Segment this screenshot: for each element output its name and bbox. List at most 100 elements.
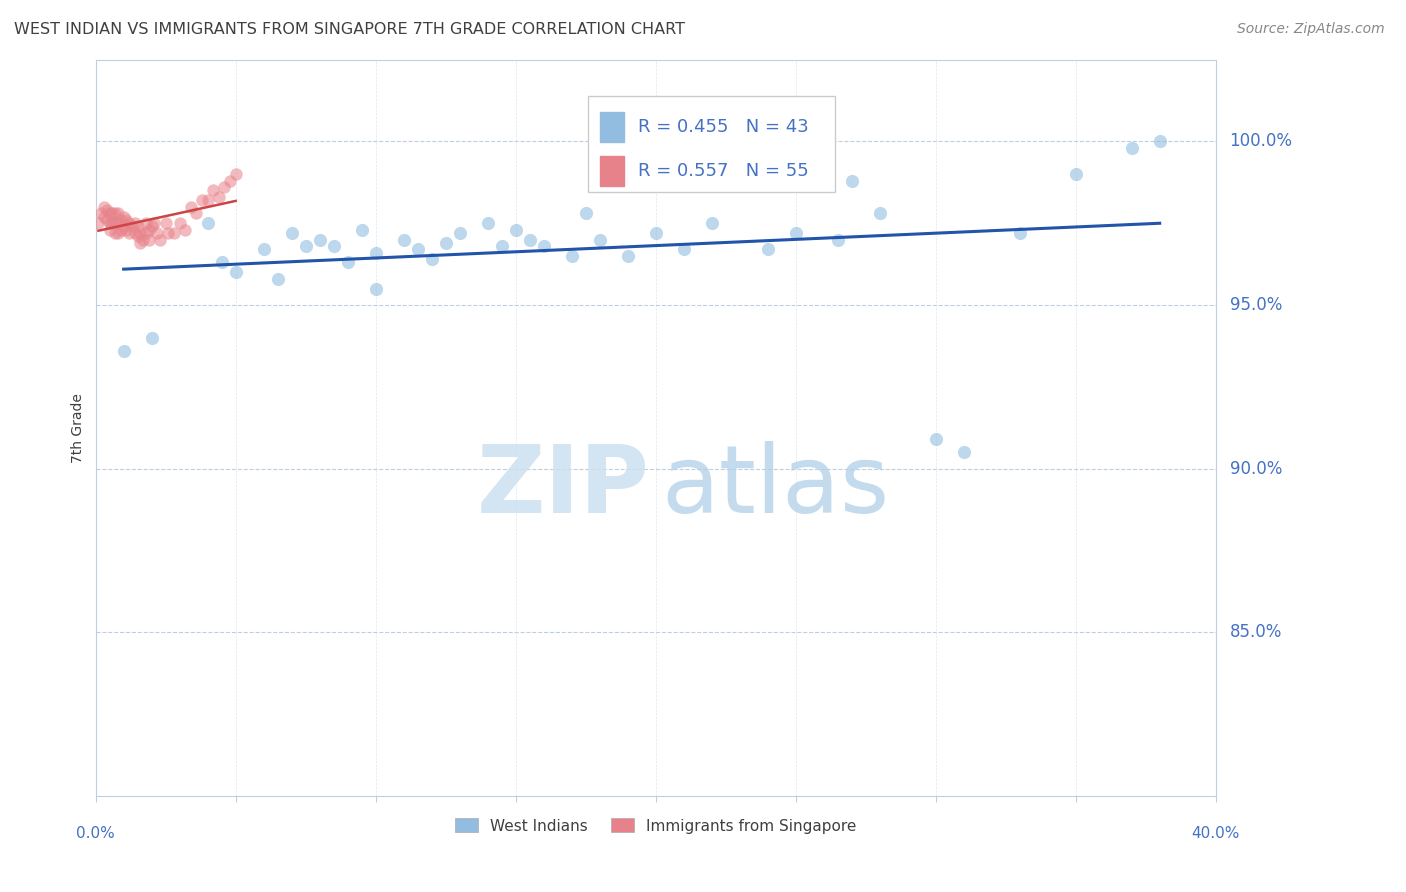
Point	[197, 194, 219, 208]
Point	[115, 223, 138, 237]
Point	[308, 233, 330, 247]
Point	[127, 219, 149, 234]
Point	[141, 331, 163, 345]
Point	[589, 233, 612, 247]
Point	[141, 219, 163, 234]
Point	[827, 233, 849, 247]
Point	[1064, 167, 1087, 181]
Point	[96, 203, 118, 218]
Point	[202, 184, 225, 198]
Point	[155, 216, 177, 230]
Point	[149, 233, 172, 247]
Text: WEST INDIAN VS IMMIGRANTS FROM SINGAPORE 7TH GRADE CORRELATION CHART: WEST INDIAN VS IMMIGRANTS FROM SINGAPORE…	[14, 22, 685, 37]
Point	[112, 343, 135, 358]
Text: 95.0%: 95.0%	[1230, 296, 1282, 314]
Point	[107, 206, 129, 220]
Point	[112, 210, 135, 224]
Point	[672, 243, 695, 257]
Point	[841, 174, 863, 188]
Point	[294, 239, 316, 253]
Legend: West Indians, Immigrants from Singapore: West Indians, Immigrants from Singapore	[449, 813, 862, 839]
Point	[575, 206, 598, 220]
Point	[138, 233, 160, 247]
Point	[132, 233, 155, 247]
Point	[392, 233, 415, 247]
Point	[644, 226, 666, 240]
Point	[87, 216, 110, 230]
Point	[127, 229, 149, 244]
Point	[115, 213, 138, 227]
Point	[101, 216, 124, 230]
Point	[112, 219, 135, 234]
Point	[364, 282, 387, 296]
Point	[110, 213, 132, 227]
Text: R = 0.557   N = 55: R = 0.557 N = 55	[638, 162, 808, 180]
Point	[225, 167, 247, 181]
Point	[280, 226, 302, 240]
Text: 100.0%: 100.0%	[1230, 132, 1292, 151]
Point	[477, 216, 499, 230]
Point	[169, 216, 191, 230]
Point	[700, 216, 723, 230]
Point	[561, 249, 583, 263]
Point	[756, 243, 779, 257]
Point	[174, 223, 197, 237]
Text: 85.0%: 85.0%	[1230, 624, 1282, 641]
Point	[869, 206, 891, 220]
Point	[533, 239, 555, 253]
Point	[129, 235, 152, 250]
Point	[107, 226, 129, 240]
Point	[924, 432, 946, 446]
Y-axis label: 7th Grade: 7th Grade	[72, 392, 86, 463]
Point	[98, 223, 121, 237]
Point	[266, 272, 288, 286]
Point	[952, 445, 974, 459]
Text: atlas: atlas	[661, 441, 890, 533]
Point	[364, 245, 387, 260]
Point	[98, 206, 121, 220]
Point	[449, 226, 471, 240]
Point	[350, 223, 373, 237]
Point	[143, 216, 166, 230]
Point	[135, 216, 157, 230]
FancyBboxPatch shape	[589, 96, 835, 192]
Point	[121, 219, 143, 234]
Point	[225, 265, 247, 279]
Point	[208, 190, 231, 204]
Text: ZIP: ZIP	[477, 441, 650, 533]
Point	[505, 223, 527, 237]
Point	[124, 216, 146, 230]
Point	[90, 206, 112, 220]
Point	[197, 216, 219, 230]
Point	[214, 180, 236, 194]
Text: R = 0.455   N = 43: R = 0.455 N = 43	[638, 118, 808, 136]
Point	[616, 249, 638, 263]
Point	[110, 223, 132, 237]
Point	[211, 255, 233, 269]
Point	[129, 226, 152, 240]
FancyBboxPatch shape	[600, 112, 624, 142]
Point	[1008, 226, 1031, 240]
FancyBboxPatch shape	[600, 156, 624, 186]
Point	[191, 194, 214, 208]
Point	[107, 216, 129, 230]
Point	[186, 206, 208, 220]
Point	[180, 200, 202, 214]
Point	[104, 226, 127, 240]
Point	[146, 226, 169, 240]
Point	[118, 226, 141, 240]
Point	[98, 216, 121, 230]
Text: Source: ZipAtlas.com: Source: ZipAtlas.com	[1237, 22, 1385, 37]
Point	[420, 252, 443, 267]
Point	[138, 223, 160, 237]
Point	[253, 243, 276, 257]
Point	[163, 226, 186, 240]
Point	[104, 216, 127, 230]
Point	[93, 210, 115, 224]
Point	[135, 226, 157, 240]
Point	[124, 226, 146, 240]
Point	[118, 216, 141, 230]
Point	[336, 255, 359, 269]
Point	[785, 226, 807, 240]
Point	[96, 213, 118, 227]
